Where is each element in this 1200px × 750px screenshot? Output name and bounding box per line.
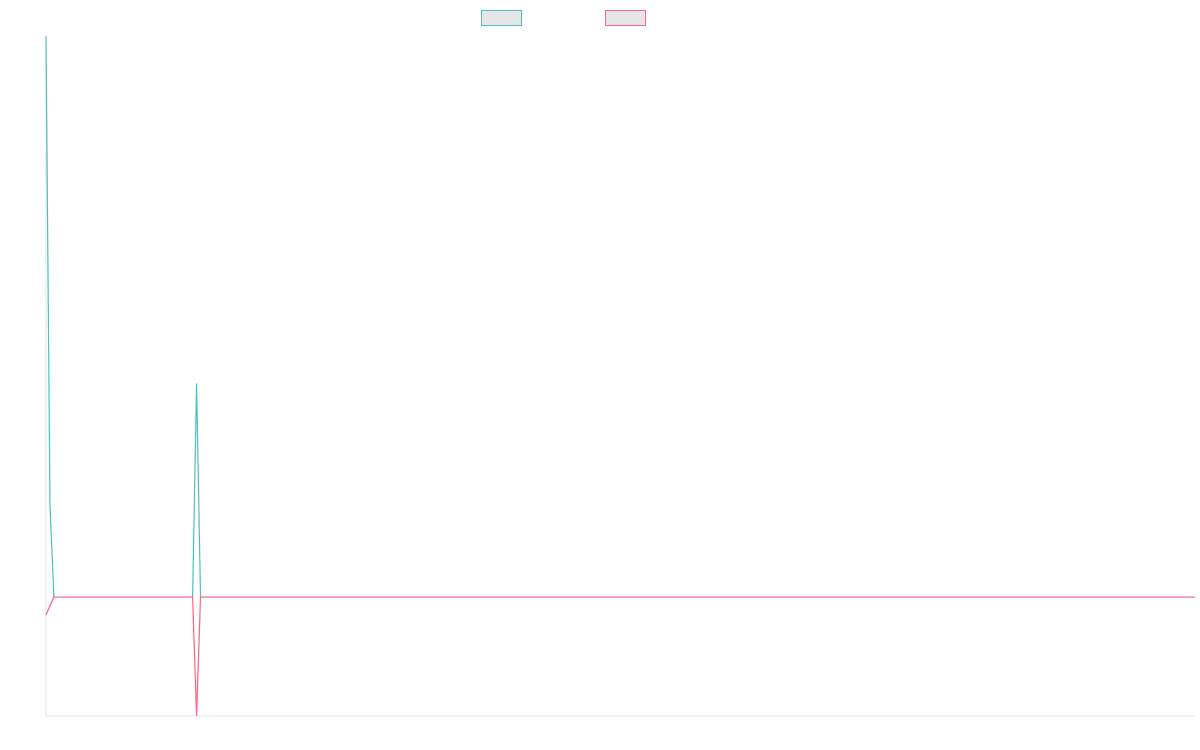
- series-line: [45, 596, 1195, 717]
- legend-swatch[interactable]: [605, 10, 646, 26]
- legend-swatch[interactable]: [481, 10, 522, 26]
- series-line: [45, 35, 1195, 598]
